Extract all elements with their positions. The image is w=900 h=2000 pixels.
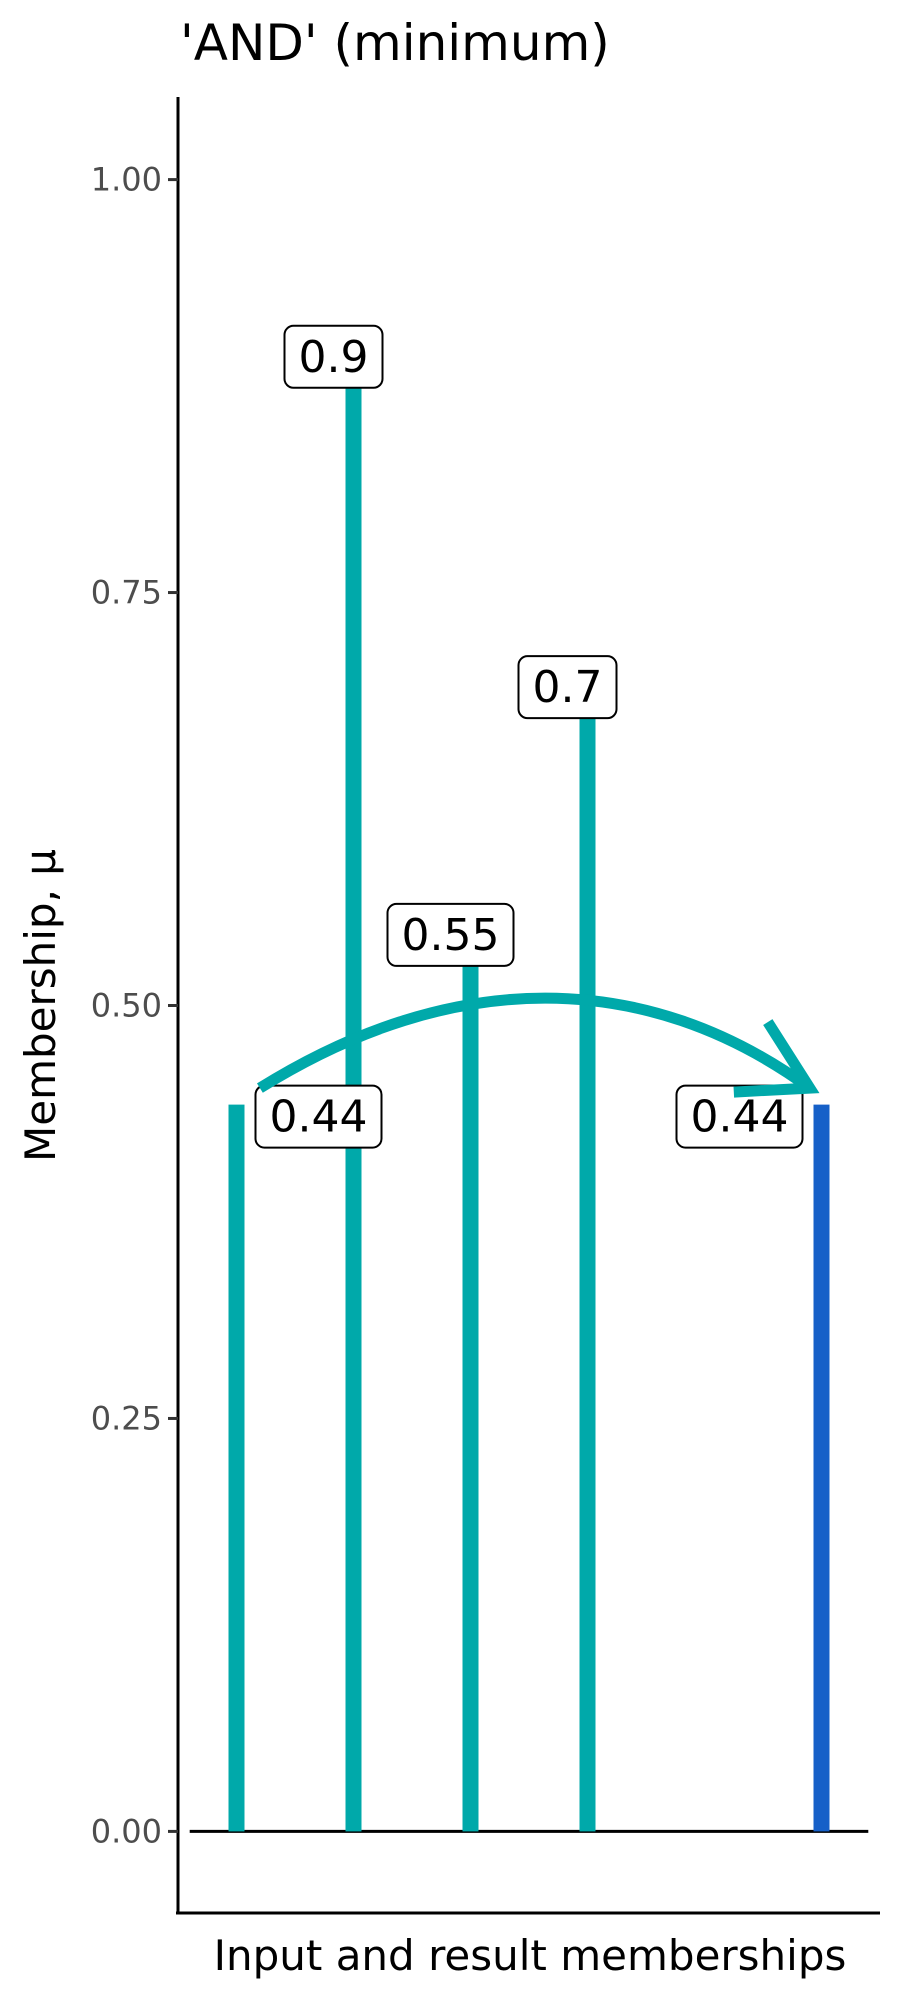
input-value-label: 0.44 <box>254 1084 383 1149</box>
input-value-label: 0.55 <box>386 902 515 967</box>
y-tick-label: 0.00 <box>91 1812 162 1850</box>
chart-title: 'AND' (minimum) <box>180 14 610 72</box>
y-tick-label: 0.75 <box>91 574 162 612</box>
label-box <box>386 902 515 967</box>
y-tick-label: 0.50 <box>91 987 162 1025</box>
arrow-curve <box>256 992 814 1093</box>
y-axis-title: Membership, μ <box>16 849 65 1162</box>
input-value-label: 0.7 <box>517 655 618 720</box>
label-box <box>254 1084 383 1149</box>
label-text: 0.55 <box>402 910 500 961</box>
result-bar <box>813 1104 830 1832</box>
label-text: 0.44 <box>270 1092 368 1143</box>
y-tick-label: 0.25 <box>91 1399 162 1437</box>
input-bar <box>579 675 596 1832</box>
input-bar <box>228 1104 245 1832</box>
y-tick-label: 1.00 <box>91 161 162 199</box>
x-axis-title: Input and result memberships <box>214 1931 847 1980</box>
label-text: 0.7 <box>533 662 603 713</box>
label-box <box>517 655 618 720</box>
label-box <box>283 324 384 389</box>
y-ticks: 0.00 0.25 0.50 0.75 1.00 <box>91 161 178 1850</box>
label-text: 0.44 <box>691 1092 789 1143</box>
label-box <box>675 1084 804 1149</box>
min-arrow <box>256 992 820 1098</box>
data-labels: 0.44 0.9 0.55 0.7 0.44 <box>254 324 804 1149</box>
label-text: 0.9 <box>299 332 369 383</box>
input-bar <box>462 922 479 1832</box>
result-value-label: 0.44 <box>675 1084 804 1149</box>
arrow-head <box>733 1019 820 1098</box>
input-value-label: 0.9 <box>283 324 384 389</box>
